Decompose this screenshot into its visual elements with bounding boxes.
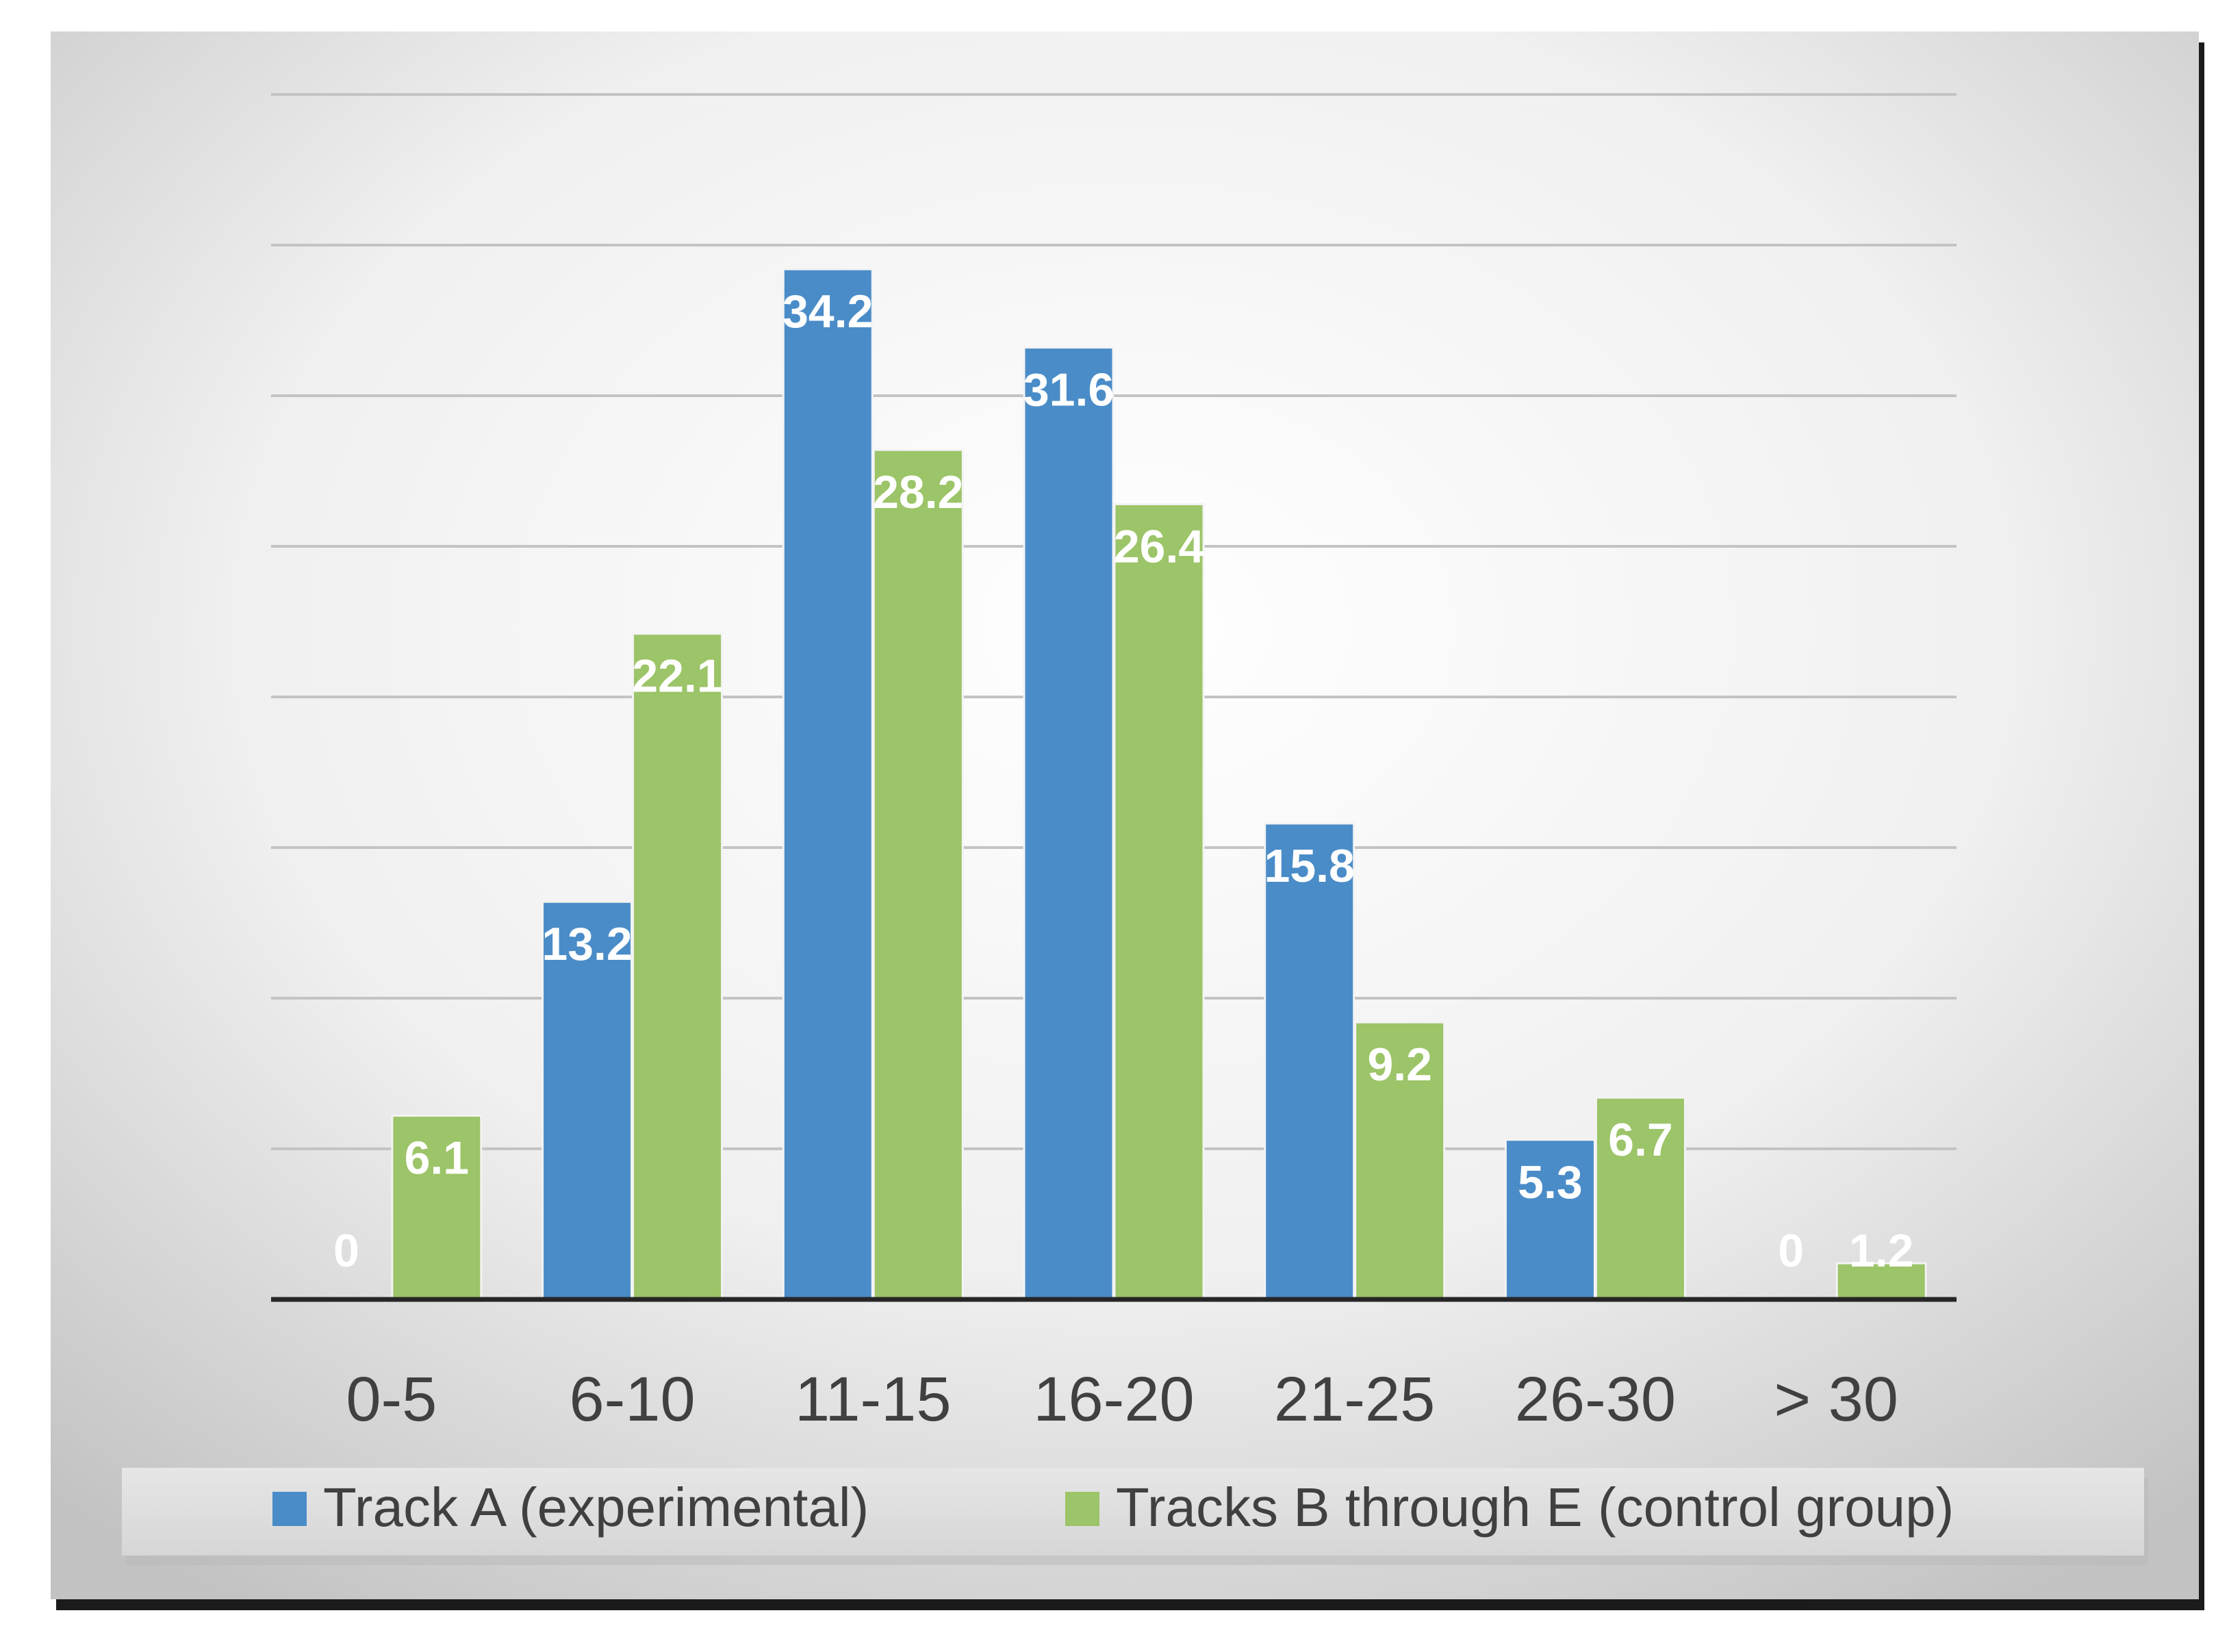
bar-track-a bbox=[782, 268, 874, 1301]
bar-track-a bbox=[1264, 822, 1355, 1301]
legend-background bbox=[122, 1468, 2144, 1555]
category-label: 11-15 bbox=[795, 1364, 951, 1434]
bars bbox=[391, 268, 1927, 1301]
bar-tracks-b-e bbox=[632, 633, 724, 1301]
data-label: 1.2 bbox=[1849, 1225, 1914, 1277]
data-label: 9.2 bbox=[1367, 1039, 1432, 1091]
data-label: 0 bbox=[1778, 1225, 1804, 1277]
data-label: 26.4 bbox=[1114, 520, 1205, 572]
category-label: > 30 bbox=[1774, 1364, 1898, 1434]
bar-track-a bbox=[542, 900, 633, 1301]
data-label: 15.8 bbox=[1264, 840, 1355, 892]
bar-tracks-b-e bbox=[872, 448, 964, 1301]
category-label: 21-25 bbox=[1274, 1364, 1435, 1434]
category-label: 26-30 bbox=[1515, 1364, 1676, 1434]
data-label: 6.7 bbox=[1608, 1114, 1673, 1166]
legend-label-track-a: Track A (experimental) bbox=[323, 1477, 869, 1538]
data-label: 34.2 bbox=[782, 285, 873, 338]
legend: Track A (experimental) Tracks B through … bbox=[122, 1468, 2148, 1565]
bar-tracks-b-e bbox=[391, 1115, 483, 1301]
category-label: 0-5 bbox=[346, 1364, 437, 1434]
bar-tracks-b-e bbox=[1354, 1021, 1446, 1301]
bar-tracks-b-e bbox=[1835, 1262, 1927, 1301]
data-label: 5.3 bbox=[1518, 1156, 1583, 1208]
legend-label-tracks-b-e: Tracks B through E (control group) bbox=[1116, 1477, 1954, 1538]
data-label: 0 bbox=[333, 1225, 359, 1277]
bar-track-a bbox=[1023, 346, 1114, 1301]
legend-swatch-tracks-b-e bbox=[1065, 1492, 1099, 1526]
legend-swatch-track-a bbox=[272, 1492, 307, 1526]
data-label: 22.1 bbox=[632, 650, 722, 702]
data-label: 31.6 bbox=[1023, 364, 1114, 416]
bar-track-a bbox=[1504, 1139, 1596, 1301]
category-label: 16-20 bbox=[1033, 1364, 1194, 1434]
bar-tracks-b-e bbox=[1113, 503, 1205, 1301]
category-labels: 0-5 6-10 11-15 16-20 21-25 26-30 > 30 bbox=[346, 1364, 1898, 1434]
data-labels: 0 6.1 13.2 22.1 34.2 28.2 31.6 26.4 15.8 9.2 5.3 6.… bbox=[333, 285, 1913, 1277]
data-label: 28.2 bbox=[873, 466, 963, 518]
data-label: 13.2 bbox=[542, 918, 632, 970]
category-label: 6-10 bbox=[570, 1364, 696, 1434]
data-label: 6.1 bbox=[405, 1132, 470, 1184]
bar-tracks-b-e bbox=[1594, 1096, 1686, 1301]
